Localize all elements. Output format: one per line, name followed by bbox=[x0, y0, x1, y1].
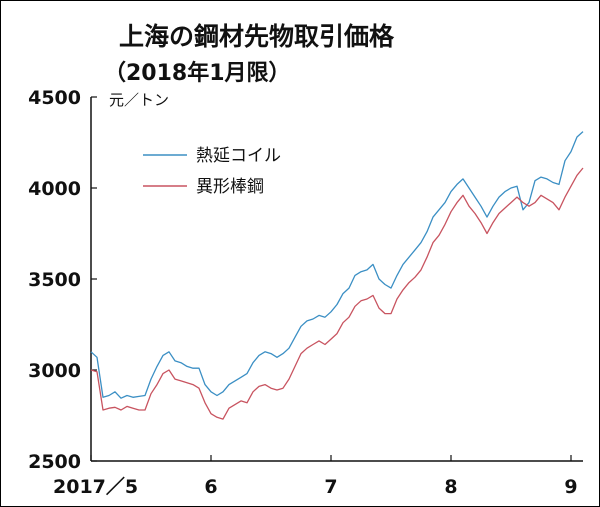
y-tick-label: 4500 bbox=[28, 87, 81, 109]
legend-label-1: 異形棒鋼 bbox=[196, 177, 264, 197]
series-line-0 bbox=[90, 131, 584, 399]
legend-label-0: 熱延コイル bbox=[196, 146, 281, 166]
y-tick-label: 4000 bbox=[28, 178, 81, 200]
x-tick-label: 9 bbox=[564, 476, 577, 498]
y-tick-label: 3500 bbox=[28, 269, 81, 291]
chart-title: 上海の鋼材先物取引価格 bbox=[119, 22, 395, 51]
chart-subtitle: （2018年1月限） bbox=[104, 60, 291, 86]
x-axis: 2017／5 6 7 8 9 bbox=[53, 455, 583, 498]
y-tick-label: 3000 bbox=[28, 360, 81, 382]
x-tick-label: 2017／5 bbox=[53, 475, 138, 498]
x-tick-label: 8 bbox=[444, 476, 457, 498]
series-line-1 bbox=[90, 167, 584, 420]
unit-label: 元／トン bbox=[109, 91, 169, 109]
y-axis: 2500 3000 3500 4000 4500 bbox=[28, 87, 97, 473]
x-tick-label: 6 bbox=[204, 476, 217, 498]
series-lines bbox=[90, 131, 584, 420]
x-tick-label: 7 bbox=[324, 476, 337, 498]
y-tick-label: 2500 bbox=[28, 451, 81, 473]
